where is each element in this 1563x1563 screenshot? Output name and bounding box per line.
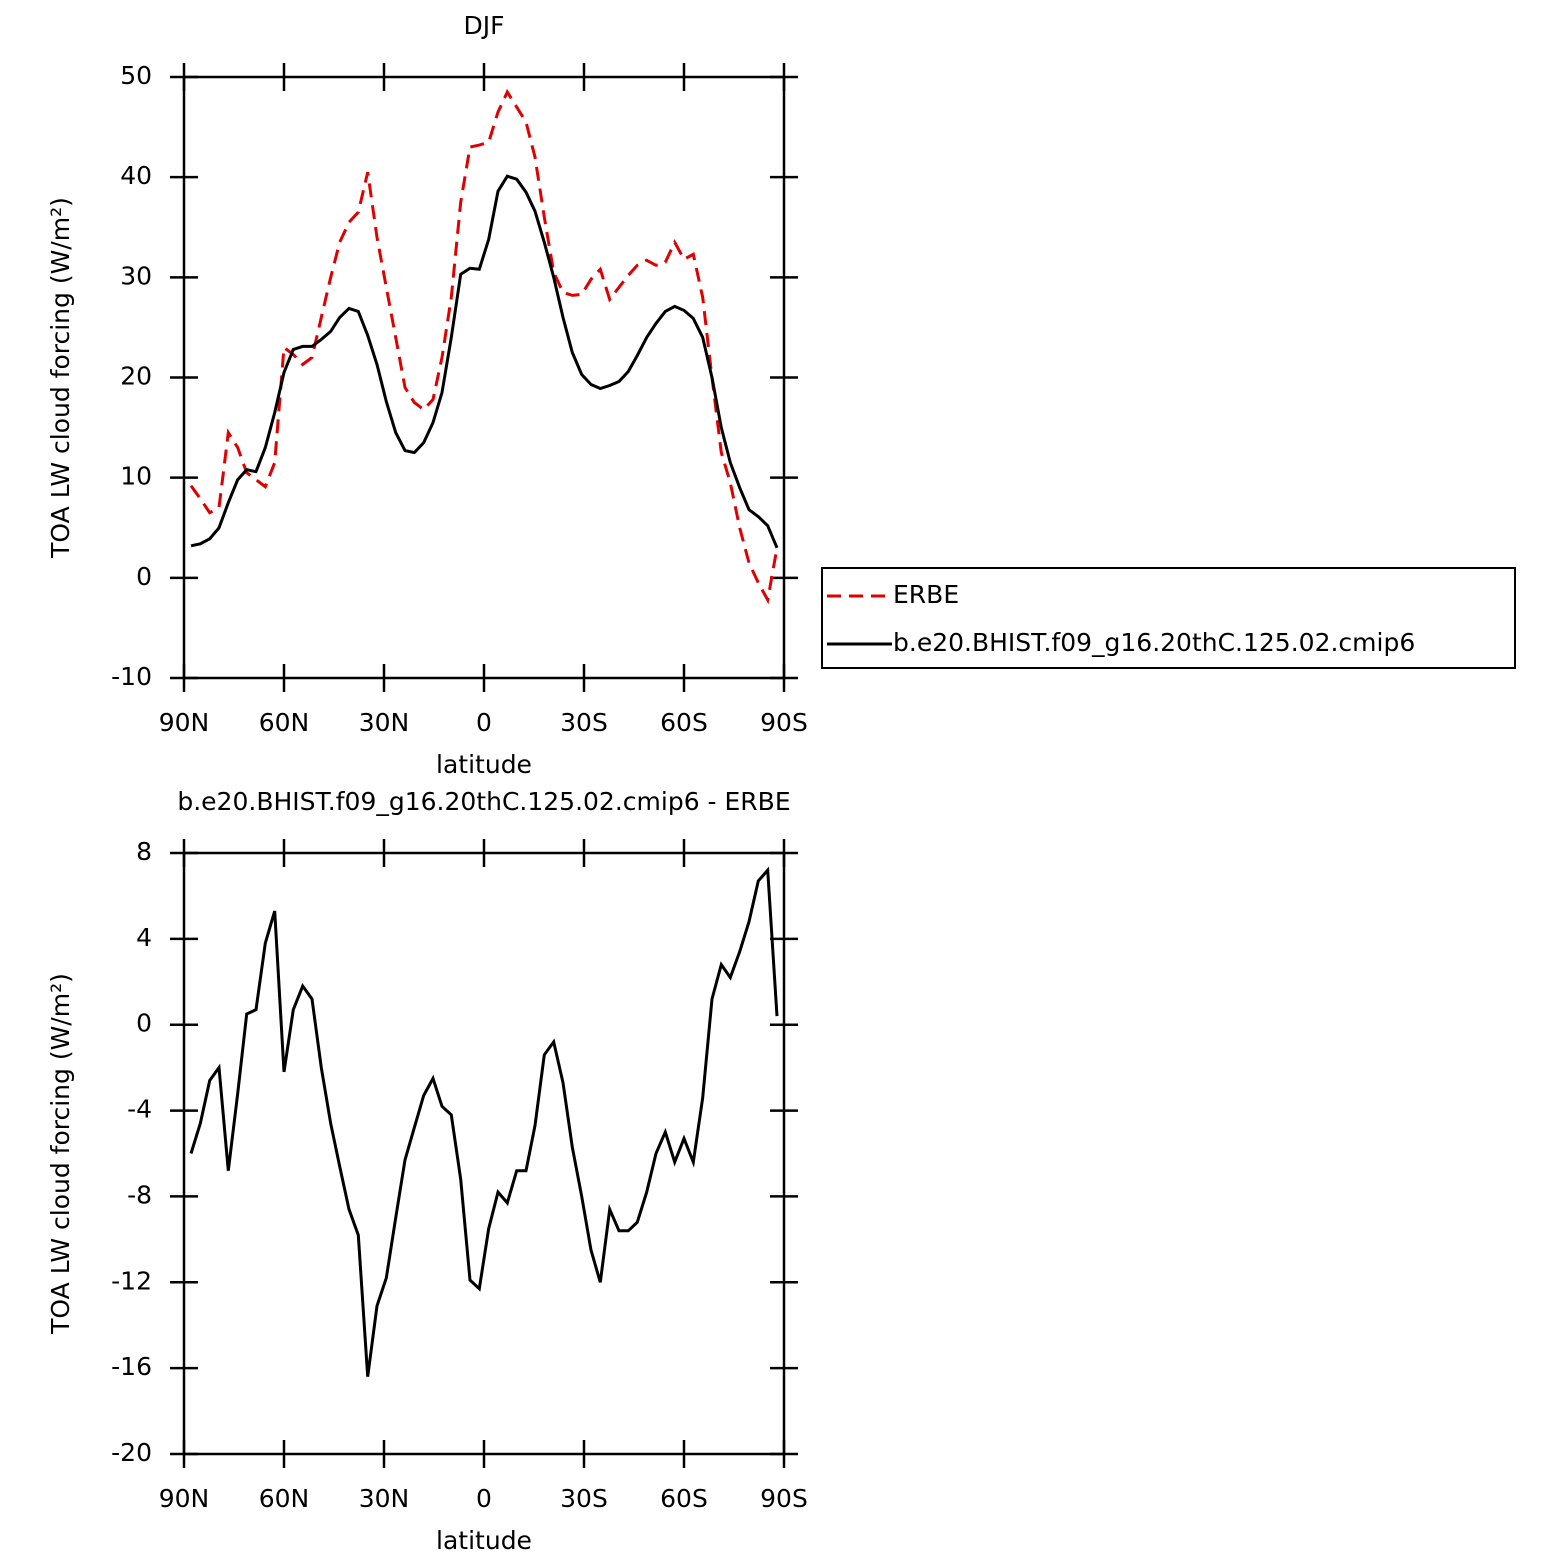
y-tick-label: 30 <box>120 261 152 290</box>
legend-label: ERBE <box>893 580 959 609</box>
chart-title: b.e20.BHIST.f09_g16.20thC.125.02.cmip6 -… <box>177 787 790 816</box>
data-line <box>189 88 779 605</box>
x-tick-label: 90N <box>159 708 210 737</box>
y-axis-label: TOA LW cloud forcing (W/m²) <box>46 197 75 559</box>
x-tick-label: 90S <box>760 708 808 737</box>
x-tick-label: 30N <box>359 708 410 737</box>
x-tick-label: 30S <box>560 1484 608 1513</box>
legend-box <box>821 567 1516 669</box>
plot-frame <box>182 75 786 680</box>
x-tick-label: 30S <box>560 708 608 737</box>
x-tick-label: 60N <box>259 1484 310 1513</box>
y-axis-label: TOA LW cloud forcing (W/m²) <box>46 973 75 1335</box>
legend-label: b.e20.BHIST.f09_g16.20thC.125.02.cmip6 <box>893 628 1415 657</box>
y-tick-label: -8 <box>127 1180 152 1209</box>
x-axis-label: latitude <box>436 1526 532 1555</box>
data-line <box>190 174 779 549</box>
y-tick-label: 40 <box>120 161 152 190</box>
y-tick-label: 50 <box>120 61 152 90</box>
y-tick-label: 8 <box>136 837 152 866</box>
x-tick-label: 30N <box>359 1484 410 1513</box>
y-tick-label: -4 <box>127 1095 152 1124</box>
x-tick-label: 90S <box>760 1484 808 1513</box>
x-tick-label: 90N <box>159 1484 210 1513</box>
y-tick-label: 20 <box>120 362 152 391</box>
data-line <box>189 866 779 1377</box>
y-tick-label: -12 <box>111 1266 152 1295</box>
y-tick-label: -16 <box>111 1352 152 1381</box>
chart-title: DJF <box>463 11 504 40</box>
y-tick-label: 0 <box>136 1009 152 1038</box>
y-tick-label: 0 <box>136 562 152 591</box>
y-tick-label: -10 <box>111 662 152 691</box>
y-tick-label: 4 <box>136 923 152 952</box>
y-tick-label: -20 <box>111 1438 152 1467</box>
x-tick-label: 60N <box>259 708 310 737</box>
x-tick-label: 0 <box>476 708 492 737</box>
x-tick-label: 60S <box>660 708 708 737</box>
x-axis-label: latitude <box>436 750 532 779</box>
y-tick-label: 10 <box>120 462 152 491</box>
x-tick-label: 60S <box>660 1484 708 1513</box>
x-tick-label: 0 <box>476 1484 492 1513</box>
